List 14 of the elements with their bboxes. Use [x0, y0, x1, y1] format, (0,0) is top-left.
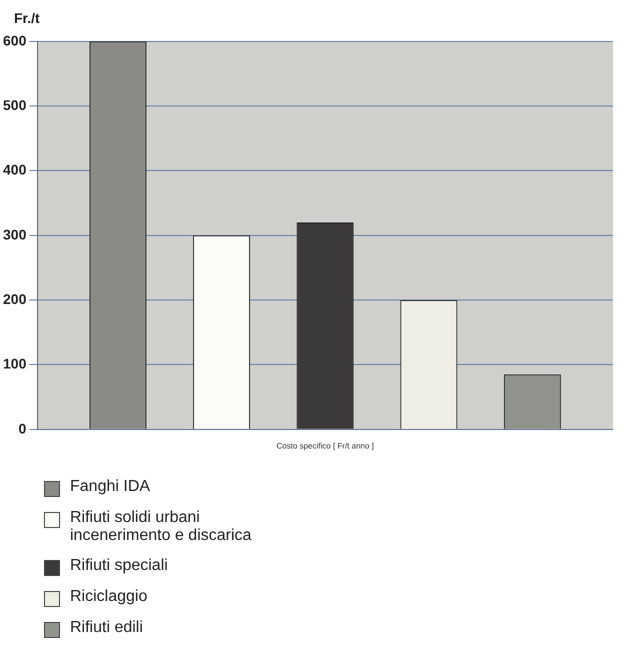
y-tick-label: 600 — [3, 32, 27, 48]
y-tick-label: 100 — [3, 356, 27, 372]
x-axis-title: Costo specifico [ Fr/t anno ] — [276, 441, 374, 450]
y-tick-label: 300 — [3, 226, 27, 242]
legend-label: Fanghi IDA — [70, 478, 150, 496]
legend-label: Rifiuti edili — [70, 619, 143, 637]
y-axis-title: Fr./t — [14, 10, 40, 26]
y-tick-label: 0 — [18, 420, 27, 436]
y-tick-label: 400 — [3, 162, 27, 178]
legend-label: Rifiuti solidi urbani incenerimento e discarica — [70, 509, 252, 545]
legend-label: Riciclaggio — [70, 588, 148, 606]
legend-label: Rifiuti speciali — [70, 557, 168, 575]
y-tick-label: 500 — [3, 96, 27, 113]
y-tick-label: 200 — [3, 290, 27, 307]
